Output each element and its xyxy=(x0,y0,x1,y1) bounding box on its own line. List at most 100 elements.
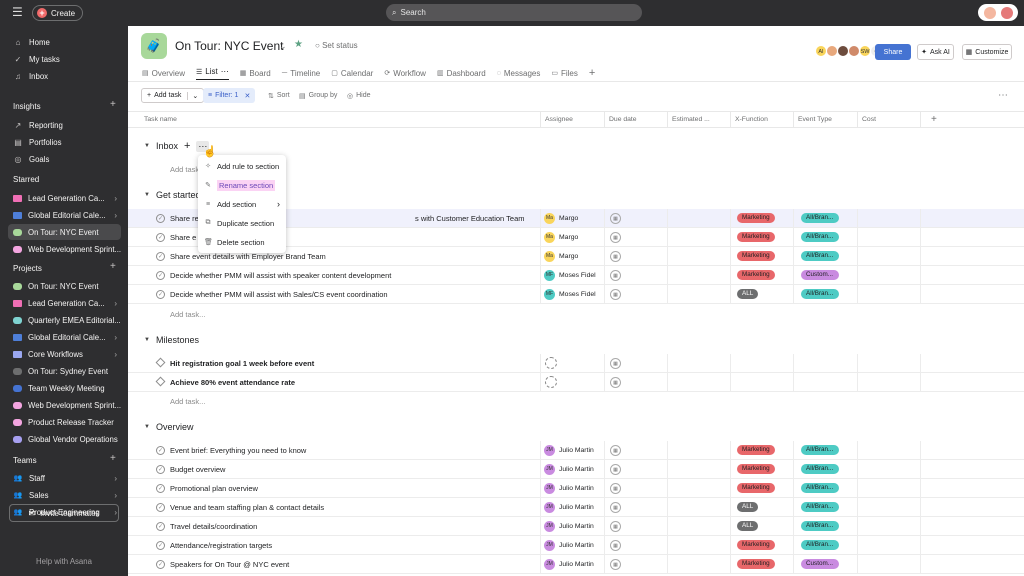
section-title[interactable]: Get started xyxy=(155,190,201,200)
column-assignee[interactable]: Assignee xyxy=(540,112,604,128)
milestone-icon[interactable] xyxy=(155,357,166,368)
table-row[interactable]: ✓ Share event details with Employer Brand… xyxy=(128,247,1024,266)
assignee[interactable]: JM Julio Martin xyxy=(544,445,594,456)
assignee[interactable]: JM Julio Martin xyxy=(544,483,594,494)
assignee[interactable]: MF Moses Fidel xyxy=(544,270,596,281)
table-row[interactable]: ✓ Venue and team staffing plan & contact … xyxy=(128,498,1024,517)
x-function-tag[interactable]: Marketing xyxy=(737,483,775,493)
sidebar-item-project[interactable]: Quarterly EMEA Editorial... xyxy=(8,312,121,328)
calendar-icon[interactable]: ▦ xyxy=(610,540,621,551)
sidebar-item-project[interactable]: Global Editorial Cale... › xyxy=(8,329,121,345)
tab-files[interactable]: ▭ Files xyxy=(551,66,578,80)
add-teams-icon[interactable]: + xyxy=(110,453,116,464)
chevron-right-icon[interactable]: › xyxy=(114,332,117,342)
x-function-tag[interactable]: Marketing xyxy=(737,540,775,550)
sidebar-item-project[interactable]: Web Development Sprint... xyxy=(8,241,121,257)
chevron-right-icon[interactable]: › xyxy=(114,349,117,359)
sidebar-item-home[interactable]: ⌂ Home xyxy=(8,34,121,50)
tab-timeline[interactable]: ⏤ Timeline xyxy=(282,66,321,80)
tab-dashboard[interactable]: ▥ Dashboard xyxy=(437,66,486,80)
table-row[interactable]: ✓ Decide whether PMM will assist with Sal… xyxy=(128,285,1024,304)
caret-down-icon[interactable]: ▼ xyxy=(144,192,150,198)
table-row[interactable]: ✓ Share e Ma Margo ▦ Marketing All/Bran... xyxy=(128,228,1024,247)
complete-checkbox[interactable]: ✓ xyxy=(156,446,165,455)
complete-checkbox[interactable]: ✓ xyxy=(156,271,165,280)
sidebar-section-projects[interactable]: Projects xyxy=(13,264,42,273)
event-type-tag[interactable]: Custom... xyxy=(801,559,839,569)
menu-item-add-section[interactable]: ≡ Add section › xyxy=(202,196,282,212)
calendar-icon[interactable]: ▦ xyxy=(610,358,621,369)
ask-ai-button[interactable]: ✦ Ask AI xyxy=(917,44,954,60)
assignee[interactable]: JM Julio Martin xyxy=(544,502,594,513)
more-icon[interactable]: ⋯ xyxy=(220,67,229,76)
sidebar-item-project[interactable]: On Tour: NYC Event xyxy=(8,224,121,240)
star-icon[interactable]: ★ xyxy=(294,39,303,50)
task-name[interactable]: Decide whether PMM will assist with spea… xyxy=(170,271,392,280)
milestone-icon[interactable] xyxy=(155,376,166,387)
table-row[interactable]: Hit registration goal 1 week before even… xyxy=(128,354,1024,373)
task-name-tail[interactable]: s with Customer Education Team xyxy=(415,214,525,223)
complete-checkbox[interactable]: ✓ xyxy=(156,484,165,493)
menu-item-duplicate-section[interactable]: ⧉ Duplicate section xyxy=(202,215,282,231)
section-milestones[interactable]: ▼ Milestones xyxy=(144,335,199,345)
section-inbox[interactable]: ▼ Inbox + ⋯ xyxy=(144,140,210,152)
chevron-right-icon[interactable]: › xyxy=(114,490,117,500)
event-type-tag[interactable]: All/Bran... xyxy=(801,289,839,299)
x-function-tag[interactable]: Marketing xyxy=(737,270,775,280)
calendar-icon[interactable]: ▦ xyxy=(610,377,621,388)
chevron-right-icon[interactable]: › xyxy=(114,193,117,203)
sidebar-section-starred[interactable]: Starred xyxy=(13,175,40,184)
task-name[interactable]: Travel details/coordination xyxy=(170,522,258,531)
add-projects-icon[interactable]: + xyxy=(110,261,116,272)
section-title[interactable]: Overview xyxy=(155,422,194,432)
caret-down-icon[interactable]: ▼ xyxy=(144,337,150,343)
x-function-tag[interactable]: Marketing xyxy=(737,464,775,474)
tab-overview[interactable]: ▤ Overview xyxy=(142,66,185,80)
calendar-icon[interactable]: ▦ xyxy=(610,521,621,532)
hide-button[interactable]: ◎ Hide xyxy=(347,92,371,100)
sidebar-section-insights[interactable]: Insights xyxy=(13,102,41,111)
task-name[interactable]: Venue and team staffing plan & contact d… xyxy=(170,503,325,512)
complete-checkbox[interactable]: ✓ xyxy=(156,252,165,261)
event-type-tag[interactable]: All/Bran... xyxy=(801,232,839,242)
add-icon[interactable]: + xyxy=(183,140,191,152)
assignee[interactable]: JM Julio Martin xyxy=(544,559,594,570)
assignee[interactable]: Ma Margo xyxy=(544,251,578,262)
column-due-date[interactable]: Due date xyxy=(604,112,667,128)
sidebar-item-project[interactable]: Global Editorial Cale... › xyxy=(8,207,121,223)
page-title[interactable]: On Tour: NYC Event xyxy=(175,39,284,53)
chevron-right-icon[interactable]: › xyxy=(114,507,117,517)
unassigned-avatar-icon[interactable] xyxy=(545,357,557,369)
x-function-tag[interactable]: Marketing xyxy=(737,232,775,242)
sidebar-item-team[interactable]: 👥 Staff › xyxy=(8,470,121,486)
event-type-tag[interactable]: All/Bran... xyxy=(801,483,839,493)
section-title[interactable]: Inbox xyxy=(155,141,178,151)
sidebar-item-project[interactable]: Core Workflows › xyxy=(8,346,121,362)
menu-item-add-rule-to-section[interactable]: ✧ Add rule to section xyxy=(202,158,282,174)
table-row[interactable]: ✓ Budget overview JM Julio Martin ▦ Marketing… xyxy=(128,460,1024,479)
column-task-name[interactable]: Task name xyxy=(144,116,177,123)
table-row[interactable]: Achieve 80% event attendance rate ▦ xyxy=(128,373,1024,392)
tab-messages[interactable]: ◌ Messages xyxy=(497,66,541,80)
x-function-tag[interactable]: Marketing xyxy=(737,445,775,455)
table-row[interactable]: ✓ Speakers for On Tour @ NYC event JM Julio… xyxy=(128,555,1024,574)
sidebar-item-project[interactable]: On Tour: Sydney Event xyxy=(8,363,121,379)
task-name[interactable]: Attendance/registration targets xyxy=(170,541,273,550)
group-by-button[interactable]: ▤ Group by xyxy=(299,92,338,100)
sidebar-item-project[interactable]: Product Release Tracker xyxy=(8,414,121,430)
x-function-tag[interactable]: Marketing xyxy=(737,559,775,569)
share-button[interactable]: Share xyxy=(875,44,911,60)
sidebar-item-project[interactable]: Global Vendor Operations xyxy=(8,431,121,447)
section-overview[interactable]: ▼ Overview xyxy=(144,422,193,432)
task-name[interactable]: Share re xyxy=(170,214,199,223)
chevron-down-icon[interactable]: ⌄ xyxy=(187,91,198,100)
calendar-icon[interactable]: ▦ xyxy=(610,213,621,224)
chevron-right-icon[interactable]: › xyxy=(114,298,117,308)
complete-checkbox[interactable]: ✓ xyxy=(156,541,165,550)
user-avatar-button[interactable] xyxy=(978,4,1018,21)
complete-checkbox[interactable]: ✓ xyxy=(156,503,165,512)
caret-down-icon[interactable]: ▼ xyxy=(144,143,150,149)
chevron-right-icon[interactable]: › xyxy=(114,210,117,220)
assignee[interactable]: JM Julio Martin xyxy=(544,540,594,551)
x-function-tag[interactable]: ALL xyxy=(737,521,759,531)
